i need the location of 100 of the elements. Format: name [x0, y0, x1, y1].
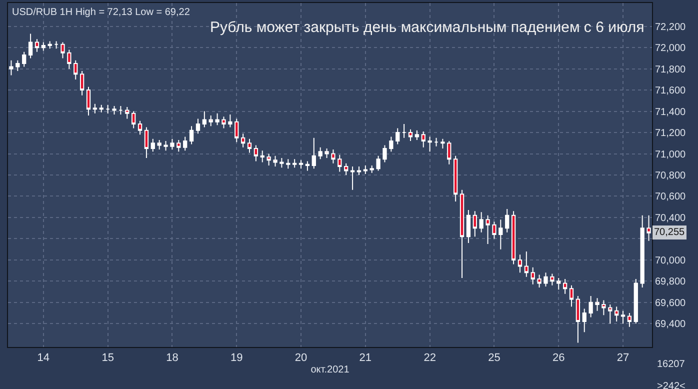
x-tick-label: 26 — [552, 352, 565, 364]
candlestick — [28, 33, 33, 59]
candlestick — [608, 304, 612, 324]
y-tick-label: 72,000 — [655, 43, 686, 54]
y-tick-label: 71,400 — [655, 106, 686, 118]
candlestick — [537, 274, 542, 288]
y-tick-label: 69,400 — [655, 319, 686, 330]
candlestick — [157, 139, 162, 150]
candlestick — [389, 136, 394, 152]
candlestick — [22, 51, 26, 68]
text: Рубль может закрыть день максимальным падением с 6 июля — [210, 19, 644, 36]
candlestick — [34, 38, 40, 52]
candlestick — [544, 272, 548, 287]
candlestick — [472, 210, 477, 238]
candlestick — [402, 124, 406, 138]
candlestick — [511, 210, 516, 265]
x-tick-label: 18 — [166, 352, 178, 364]
candlestick — [183, 136, 188, 152]
x-tick-label: 27 — [616, 352, 630, 364]
candlestick — [576, 296, 580, 344]
candlestick — [440, 138, 445, 149]
candlestick — [247, 138, 252, 154]
candlestick — [125, 106, 130, 120]
candlestick — [54, 40, 58, 50]
candlestick — [132, 110, 136, 129]
candlestick — [254, 144, 258, 162]
candlestick — [595, 298, 600, 312]
candlestick — [460, 189, 464, 278]
x-tick-label: 15 — [102, 352, 114, 364]
candlestick — [434, 137, 438, 147]
candlestick — [228, 114, 232, 128]
candlestick — [292, 158, 297, 168]
text: 16207 — [657, 359, 686, 370]
candlestick — [492, 221, 496, 240]
candlestick — [627, 312, 632, 328]
candlestick — [48, 40, 52, 50]
candlestick — [556, 277, 561, 290]
candlestick — [602, 300, 606, 316]
candlestick — [640, 214, 644, 288]
candlestick — [338, 154, 342, 172]
candlestick — [344, 162, 348, 176]
candlestick — [582, 308, 586, 333]
candlestick — [106, 104, 110, 114]
candlestick — [273, 155, 278, 168]
candlestick — [466, 210, 471, 244]
candlestick — [138, 120, 142, 136]
candlestick — [67, 49, 72, 70]
candlestick — [74, 60, 78, 80]
candlestick — [331, 149, 336, 164]
candlestick — [620, 310, 626, 324]
candlestick — [266, 153, 271, 166]
candlestick — [324, 148, 329, 159]
candlestick — [530, 266, 535, 285]
candlestick — [396, 128, 400, 145]
y-tick-label: 70,800 — [655, 170, 686, 182]
candlestick — [16, 60, 20, 72]
candlestick — [447, 140, 452, 165]
candlestick — [646, 214, 651, 242]
candlestick — [312, 137, 316, 170]
candlestick — [118, 105, 123, 115]
text: >242< — [657, 381, 686, 389]
candlestick — [486, 214, 490, 245]
y-tick-label: 69,800 — [655, 276, 686, 288]
candlestick — [318, 146, 322, 160]
candlestick — [550, 273, 554, 286]
candlestick — [80, 70, 84, 96]
candlestick — [454, 155, 458, 202]
candlestick — [356, 166, 362, 176]
candlestick — [479, 212, 484, 233]
y-tick-label: 71,800 — [655, 64, 686, 76]
y-tick-label: 71,600 — [655, 86, 686, 97]
candlestick — [370, 164, 374, 174]
candlestick — [234, 118, 239, 143]
candlestick — [260, 150, 264, 163]
x-tick-label: 20 — [294, 352, 308, 364]
candlestick — [524, 250, 528, 278]
candlestick — [498, 219, 503, 250]
candlestick — [144, 126, 149, 159]
candlestick — [222, 116, 226, 129]
candlestick — [170, 138, 174, 150]
candlestick — [634, 278, 638, 324]
candlestick — [150, 138, 155, 152]
candlestick — [41, 42, 46, 52]
candlestick — [240, 133, 246, 148]
candlestick — [305, 160, 310, 172]
candlestick — [112, 105, 116, 115]
candlestick — [363, 164, 368, 174]
candlestick — [60, 42, 65, 59]
candlestick — [298, 160, 304, 170]
candlestick — [208, 115, 213, 127]
candlestick — [286, 158, 290, 170]
candlestick — [189, 126, 194, 145]
candlestick — [569, 284, 574, 308]
annotation: 70,255 — [654, 227, 686, 238]
chart-subtitle: USD/RUB 1H High = 72,13 Low = 69,22 — [12, 7, 190, 18]
candlestick — [428, 136, 432, 152]
candlestick — [215, 112, 220, 126]
candlestick — [505, 208, 510, 233]
candlestick — [86, 86, 91, 116]
candlestick — [280, 158, 284, 168]
